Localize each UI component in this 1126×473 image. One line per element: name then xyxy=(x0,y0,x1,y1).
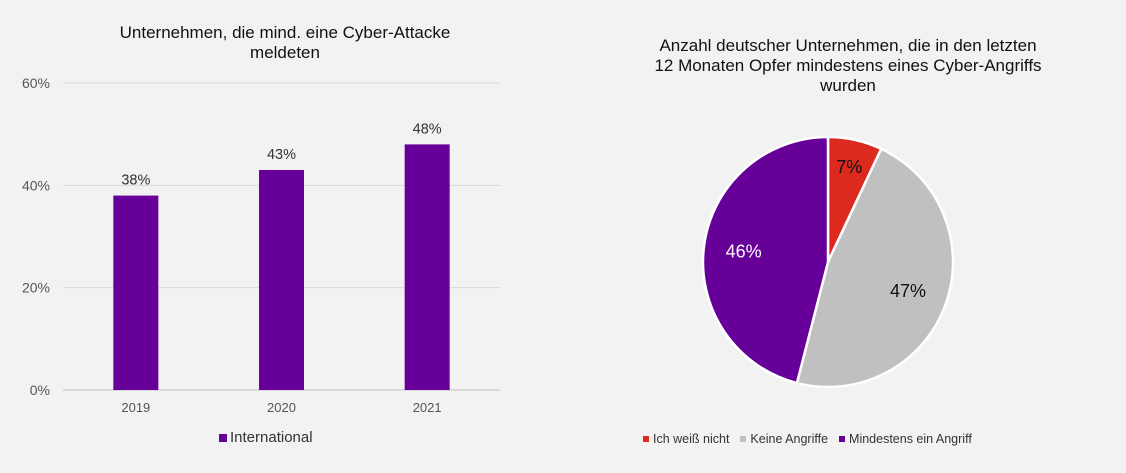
bar-chart-title: Unternehmen, die mind. eine Cyber-Attack… xyxy=(50,23,520,63)
pie-data-label: 47% xyxy=(890,281,926,301)
pie-chart-panel: Anzahl deutscher Unternehmen, die in den… xyxy=(560,0,1126,473)
bar xyxy=(259,169,304,390)
bar-chart-legend: International xyxy=(219,429,313,446)
pie-chart-plot: 7% 47% 46% xyxy=(701,135,955,389)
data-label: 38% xyxy=(121,173,150,189)
bar-chart-panel: Unternehmen, die mind. eine Cyber-Attack… xyxy=(0,0,560,473)
bar xyxy=(404,144,450,390)
pie-slice xyxy=(795,147,955,389)
legend-item-mindestens-ein-angriff: Mindestens ein Angriff xyxy=(839,432,972,446)
bar-chart-title-line: meldeten xyxy=(250,43,320,62)
pie-slice xyxy=(701,135,830,385)
pie-chart-title-line: 12 Monaten Opfer mindestens eines Cyber-… xyxy=(654,56,1042,75)
bar-chart-plot: 0% 20% 40% 60% 38% 2019 43% 2020 48% 2021 xyxy=(22,75,500,415)
pie-chart-title-line: wurden xyxy=(820,76,876,95)
legend-swatch-keine-angriffe xyxy=(740,436,747,442)
pie-chart-title: Anzahl deutscher Unternehmen, die in den… xyxy=(600,36,1096,96)
bar-chart-title-line: Unternehmen, die mind. eine Cyber-Attack… xyxy=(119,23,451,42)
legend-label-ich-weiss-nicht: Ich weiß nicht xyxy=(653,432,730,446)
legend-swatch-mindestens-ein-angriff xyxy=(839,436,846,442)
legend-swatch-ich-weiss-nicht xyxy=(643,436,649,442)
bar xyxy=(113,195,159,390)
y-tick-label: 0% xyxy=(30,382,50,398)
data-label: 48% xyxy=(413,121,442,137)
y-tick-label: 20% xyxy=(22,280,50,296)
legend-item-ich-weiss-nicht: Ich weiß nicht xyxy=(643,432,729,446)
x-tick-label: 2020 xyxy=(267,400,296,415)
pie-chart-title-line: Anzahl deutscher Unternehmen, die in den… xyxy=(659,36,1037,55)
pie-chart-legend: Ich weiß nicht Keine Angriffe Mindestens… xyxy=(643,432,983,446)
pie-data-label: 46% xyxy=(726,241,762,261)
x-tick-label: 2021 xyxy=(413,400,442,415)
pie-data-label: 7% xyxy=(836,157,862,177)
y-tick-label: 40% xyxy=(22,177,50,193)
data-label: 43% xyxy=(267,147,296,163)
legend-label-international: International xyxy=(230,429,313,446)
legend-item-keine-angriffe: Keine Angriffe xyxy=(740,432,828,446)
legend-label-mindestens-ein-angriff: Mindestens ein Angriff xyxy=(849,432,972,446)
y-tick-label: 60% xyxy=(22,75,50,91)
legend-label-keine-angriffe: Keine Angriffe xyxy=(750,432,829,446)
legend-swatch-international xyxy=(219,433,227,442)
x-tick-label: 2019 xyxy=(121,400,150,415)
